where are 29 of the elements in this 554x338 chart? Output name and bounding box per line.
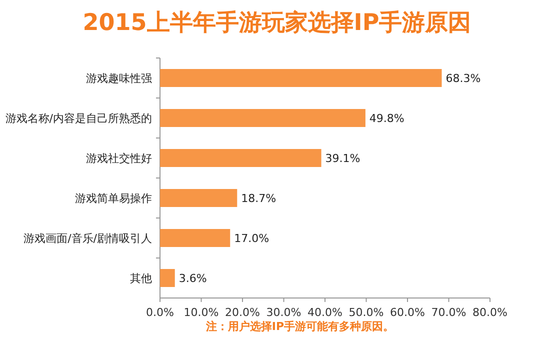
y-tick-label: 游戏社交性好 [86, 152, 152, 165]
x-tick-label: 40.0% [308, 306, 342, 319]
text: 注：用户选择IP手游可能有多种原因。 [204, 320, 394, 333]
x-tick-label: 30.0% [266, 306, 302, 319]
x-tick-label: 20.0% [225, 306, 260, 319]
y-tick-label: 游戏画面/音乐/剧情吸引人 [24, 232, 152, 245]
chart-title: 2015上半年手游玩家选择IP手游原因 [82, 9, 472, 36]
x-tick-label: 60.0% [390, 306, 425, 319]
y-tick-label: 游戏趣味性强 [86, 72, 152, 85]
x-tick-label: 80.0% [472, 306, 508, 319]
x-tick-label: 0.0% [146, 306, 174, 319]
bar [160, 229, 230, 247]
bar [160, 149, 322, 167]
bar [160, 69, 442, 87]
x-tick-label: 50.0% [348, 306, 384, 319]
bar [160, 109, 366, 127]
data-label: 49.8% [369, 112, 404, 125]
data-label: 18.7% [241, 192, 276, 205]
x-tick-label: 10.0% [184, 306, 219, 319]
bar [160, 269, 175, 287]
data-label: 68.3% [446, 72, 481, 85]
y-tick-label: 游戏名称/内容是自己所熟悉的 [5, 112, 152, 125]
y-tick-label: 其他 [130, 272, 152, 285]
data-label: 17.0% [234, 232, 270, 245]
y-tick-label: 游戏简单易操作 [75, 192, 152, 205]
x-tick-label: 70.0% [431, 306, 466, 319]
data-label: 3.6% [178, 272, 207, 285]
data-label: 39.1% [325, 152, 360, 165]
bar [160, 189, 238, 207]
